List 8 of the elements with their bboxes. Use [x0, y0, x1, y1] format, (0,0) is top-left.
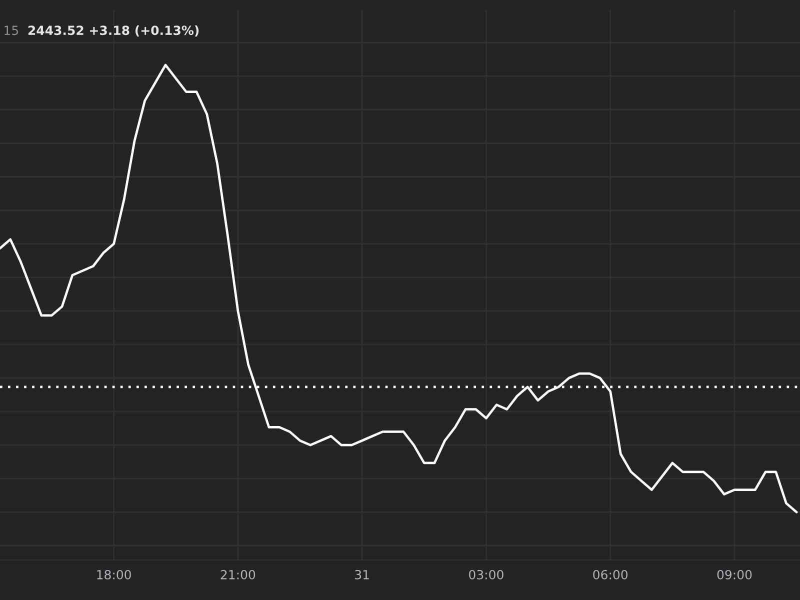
chart-title: 15	[4, 26, 18, 36]
x-tick-label: 03:00	[469, 570, 504, 580]
x-tick-label: 31	[355, 570, 369, 580]
x-tick-label: 09:00	[717, 570, 752, 580]
chart-subtitle: 2443.52 +3.18 (+0.13%)	[28, 25, 199, 37]
x-tick-label: 06:00	[593, 570, 628, 580]
x-tick-label: 21:00	[220, 570, 256, 580]
x-tick-label: 18:00	[97, 570, 131, 580]
